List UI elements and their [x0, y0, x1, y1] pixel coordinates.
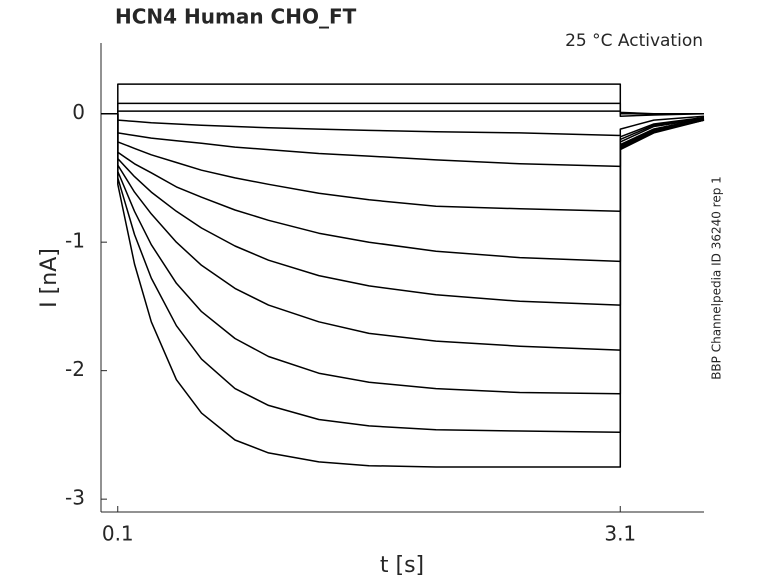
x-axis-label: t [s] [380, 553, 424, 578]
y-axis-label: I [nA] [37, 248, 62, 308]
y-tick-label: -2 [65, 357, 85, 381]
chart-title: HCN4 Human CHO_FT [115, 5, 357, 29]
trace [101, 112, 705, 351]
trace [101, 112, 705, 263]
y-tick-label: -1 [65, 229, 85, 253]
trace [101, 112, 705, 434]
side-note: BBP Channelpedia ID 36240 rep 1 [710, 176, 724, 380]
trace [101, 83, 704, 115]
x-tick-label: 0.1 [102, 522, 134, 546]
trace [101, 112, 705, 168]
trace [101, 112, 705, 137]
trace [101, 110, 705, 117]
y-tick-label: 0 [72, 100, 85, 124]
trace [101, 112, 705, 395]
y-tick-label: -3 [65, 486, 85, 510]
x-tick-label: 3.1 [604, 522, 636, 546]
annotation: 25 °C Activation [565, 31, 703, 51]
trace [101, 102, 704, 115]
trace [101, 112, 705, 213]
